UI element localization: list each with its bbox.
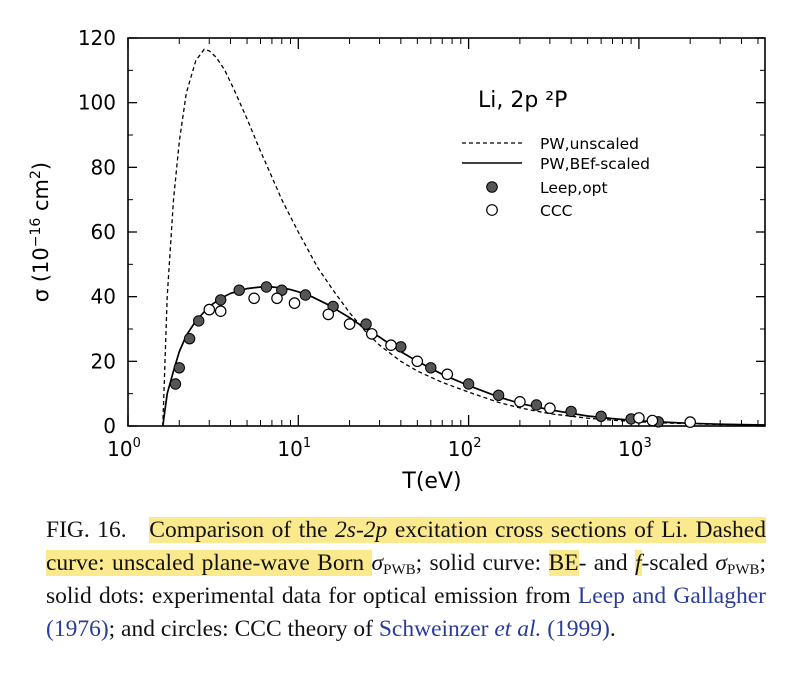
leep-data-point <box>299 289 312 301</box>
pw-bef-scaled-curve <box>161 286 766 427</box>
ccc-data-point <box>544 402 556 414</box>
leep-data-point <box>360 318 372 330</box>
ccc-data-point <box>248 292 260 305</box>
y-tick-label: 40 <box>91 285 116 309</box>
ccc-data-point <box>322 308 335 321</box>
leep-data-point <box>215 294 227 306</box>
ccc-data-point <box>684 416 696 428</box>
x-tick-label: 101 <box>277 436 311 461</box>
leep-data-point <box>260 281 273 293</box>
x-axis-label: T(eV) <box>401 469 461 494</box>
legend-label-ccc: CCC <box>540 202 572 220</box>
ccc-data-point <box>411 355 424 368</box>
legend-marker-open <box>486 204 498 216</box>
leep-data-point <box>395 341 407 353</box>
ccc-data-point <box>514 395 526 408</box>
ccc-data-point <box>441 368 454 381</box>
leep-data-point <box>530 399 543 411</box>
legend: PW,unscaled PW,BEf-scaled Leep,opt CCC <box>462 135 650 220</box>
plot-points <box>169 281 696 428</box>
leep-data-point <box>595 410 607 422</box>
leep-data-point <box>492 389 505 401</box>
y-axis-label: σ (10−16 cm2) <box>28 162 53 302</box>
ccc-data-point <box>288 297 301 309</box>
reference-link-schweinzer[interactable]: Schweinzer et al. (1999) <box>378 616 610 642</box>
legend-label-pw-unscaled: PW,unscaled <box>540 135 639 153</box>
leep-data-point <box>169 378 182 390</box>
figure-label: FIG. 16. <box>46 517 127 543</box>
leep-data-point <box>233 284 245 296</box>
x-tick-label: 102 <box>448 436 482 461</box>
panel-label: Li, 2p ²P <box>478 88 567 113</box>
leep-data-point <box>193 315 205 327</box>
x-tick-label: 103 <box>618 436 652 461</box>
legend-label-pw-bef-scaled: PW,BEf-scaled <box>540 155 650 173</box>
leep-data-point <box>183 333 196 345</box>
legend-label-leep-opt: Leep,opt <box>540 179 608 197</box>
leep-data-point <box>173 362 186 374</box>
ccc-data-point <box>633 412 645 424</box>
y-tick-label: 20 <box>91 349 116 373</box>
reference-link-leep[interactable]: Leep and Gallagher (1976) <box>46 583 766 642</box>
y-tick-label: 120 <box>78 26 116 50</box>
ccc-data-point <box>343 318 356 330</box>
axis-ticks: 0 20 40 60 80 100 120 100 101 102 103 <box>78 26 765 461</box>
ccc-data-point <box>271 292 283 305</box>
chart: 0 20 40 60 80 100 120 100 101 102 103 Li, 2p ²P PW… <box>28 26 766 494</box>
pw-unscaled-curve <box>162 48 766 427</box>
caption-highlight-2: BE <box>548 550 579 576</box>
leep-data-point <box>462 378 475 390</box>
caption-highlight-3: f <box>634 550 642 576</box>
legend-marker-filled <box>486 181 498 193</box>
y-tick-label: 100 <box>78 91 116 115</box>
ccc-data-point <box>385 339 397 351</box>
y-tick-label: 0 <box>103 414 116 438</box>
figure-caption: FIG. 16. Comparison of the 2s-2p excitat… <box>46 517 767 642</box>
ccc-data-point <box>646 414 659 427</box>
plot-frame <box>127 37 766 427</box>
y-tick-label: 60 <box>91 220 116 244</box>
leep-data-point <box>425 362 437 374</box>
plot-curves <box>161 48 766 427</box>
y-tick-label: 80 <box>91 155 116 179</box>
leep-data-point <box>565 405 577 418</box>
ccc-data-point <box>203 303 216 316</box>
ccc-data-point <box>365 328 378 340</box>
ccc-data-point <box>214 305 227 317</box>
x-tick-label: 100 <box>107 436 141 461</box>
